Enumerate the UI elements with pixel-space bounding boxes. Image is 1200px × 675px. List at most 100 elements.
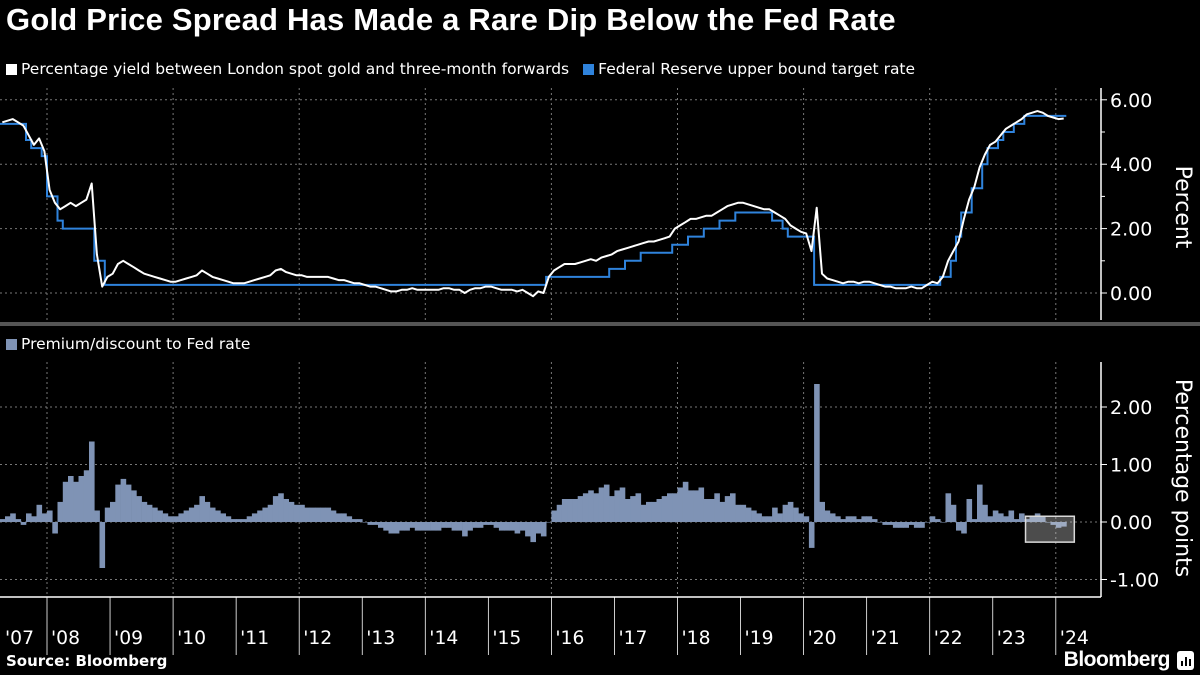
premium-bar	[887, 522, 894, 525]
premium-bar	[698, 487, 705, 522]
legend-item-premium: Premium/discount to Fed rate	[6, 335, 250, 353]
premium-bar	[5, 516, 11, 523]
x-tick-label: '12	[303, 627, 332, 649]
highlight-box	[1024, 515, 1076, 543]
premium-bar	[493, 522, 500, 528]
premium-bar	[472, 522, 479, 528]
premium-bar	[262, 507, 268, 522]
premium-bar	[272, 496, 279, 522]
x-tick-label: '07	[5, 627, 34, 649]
premium-bar	[173, 516, 179, 523]
premium-bar	[278, 493, 284, 523]
premium-bar	[551, 510, 557, 522]
premium-bar	[83, 470, 90, 523]
premium-bar	[409, 522, 416, 528]
premium-bar	[315, 507, 321, 522]
premium-bar	[146, 504, 153, 523]
x-tick-label: '16	[555, 627, 584, 649]
premium-bar	[956, 522, 962, 531]
premium-bar	[603, 484, 610, 522]
premium-bar	[110, 501, 116, 522]
premium-bar	[677, 487, 684, 522]
premium-bar	[1024, 519, 1030, 522]
premium-bar	[703, 499, 710, 522]
premium-bar	[667, 493, 673, 523]
premium-bar	[131, 490, 137, 522]
top-y-tick-label: 0.00	[1110, 283, 1152, 305]
premium-bar	[609, 496, 615, 522]
premium-bar	[209, 507, 216, 522]
premium-bar	[141, 501, 148, 522]
premium-bar	[52, 522, 58, 534]
x-tick-label: '20	[808, 627, 837, 649]
x-tick-label: '14	[429, 627, 458, 649]
premium-bar	[89, 441, 95, 522]
premium-bar	[1055, 522, 1062, 528]
premium-bar	[998, 513, 1004, 522]
premium-bar	[630, 496, 636, 522]
premium-bar	[309, 507, 316, 522]
premium-bar	[751, 510, 757, 522]
premium-bar	[719, 501, 726, 522]
premium-bar	[220, 513, 226, 522]
premium-bar	[57, 501, 64, 522]
premium-bar	[120, 478, 127, 522]
premium-bar	[435, 522, 442, 531]
bottom-y-tick-label: 0.00	[1110, 512, 1152, 534]
premium-bar	[47, 510, 53, 522]
premium-bar	[367, 522, 374, 525]
premium-bar	[682, 481, 689, 523]
premium-bar	[835, 516, 841, 523]
premium-bar	[320, 507, 326, 522]
premium-bar	[178, 513, 184, 522]
premium-bar	[404, 522, 410, 531]
legend-label: Premium/discount to Fed rate	[21, 335, 251, 353]
premium-bar	[866, 516, 873, 523]
premium-bar	[577, 496, 584, 522]
premium-bar	[1040, 516, 1046, 523]
legend-label: Federal Reserve upper bound target rate	[598, 60, 916, 78]
premium-bar	[619, 487, 626, 522]
premium-bar	[646, 501, 652, 522]
premium-bar	[740, 504, 747, 523]
premium-bar	[257, 510, 263, 522]
premium-bar	[829, 513, 836, 522]
premium-bar	[456, 522, 463, 531]
premium-bar	[798, 513, 804, 522]
bottom-y-tick-label: 2.00	[1110, 397, 1152, 419]
premium-bar	[635, 493, 642, 523]
premium-bar	[288, 501, 295, 522]
bloomberg-chart-icon	[1177, 651, 1194, 670]
premium-bar	[194, 504, 200, 523]
premium-bar	[236, 519, 242, 522]
premium-bar	[572, 499, 578, 522]
premium-bar	[651, 501, 657, 522]
premium-bar	[251, 513, 258, 522]
premium-bar	[26, 513, 32, 522]
premium-bar	[892, 522, 899, 528]
x-tick-label: '15	[492, 627, 521, 649]
premium-bar	[814, 384, 820, 522]
premium-bar	[803, 516, 810, 523]
x-tick-label: '19	[745, 627, 774, 649]
premium-bar	[840, 519, 846, 522]
premium-bar	[215, 510, 221, 522]
premium-bar	[898, 522, 904, 528]
premium-bar	[1019, 513, 1025, 522]
premium-bar	[378, 522, 384, 528]
legend-item-fed-rate: Federal Reserve upper bound target rate	[583, 60, 915, 78]
premium-bar	[735, 504, 741, 523]
premium-bar	[950, 504, 957, 523]
legend-label: Percentage yield between London spot gol…	[21, 60, 570, 78]
premium-bar	[625, 499, 631, 522]
premium-bar	[656, 499, 663, 522]
premium-bar	[971, 519, 978, 522]
premium-bar	[709, 499, 715, 522]
premium-bar	[766, 516, 773, 523]
premium-bar	[241, 519, 247, 522]
premium-bar	[362, 522, 368, 523]
gold-yield-line	[2, 110, 1064, 298]
premium-bar	[992, 510, 999, 522]
premium-bar	[68, 476, 74, 522]
premium-bar	[136, 496, 142, 522]
